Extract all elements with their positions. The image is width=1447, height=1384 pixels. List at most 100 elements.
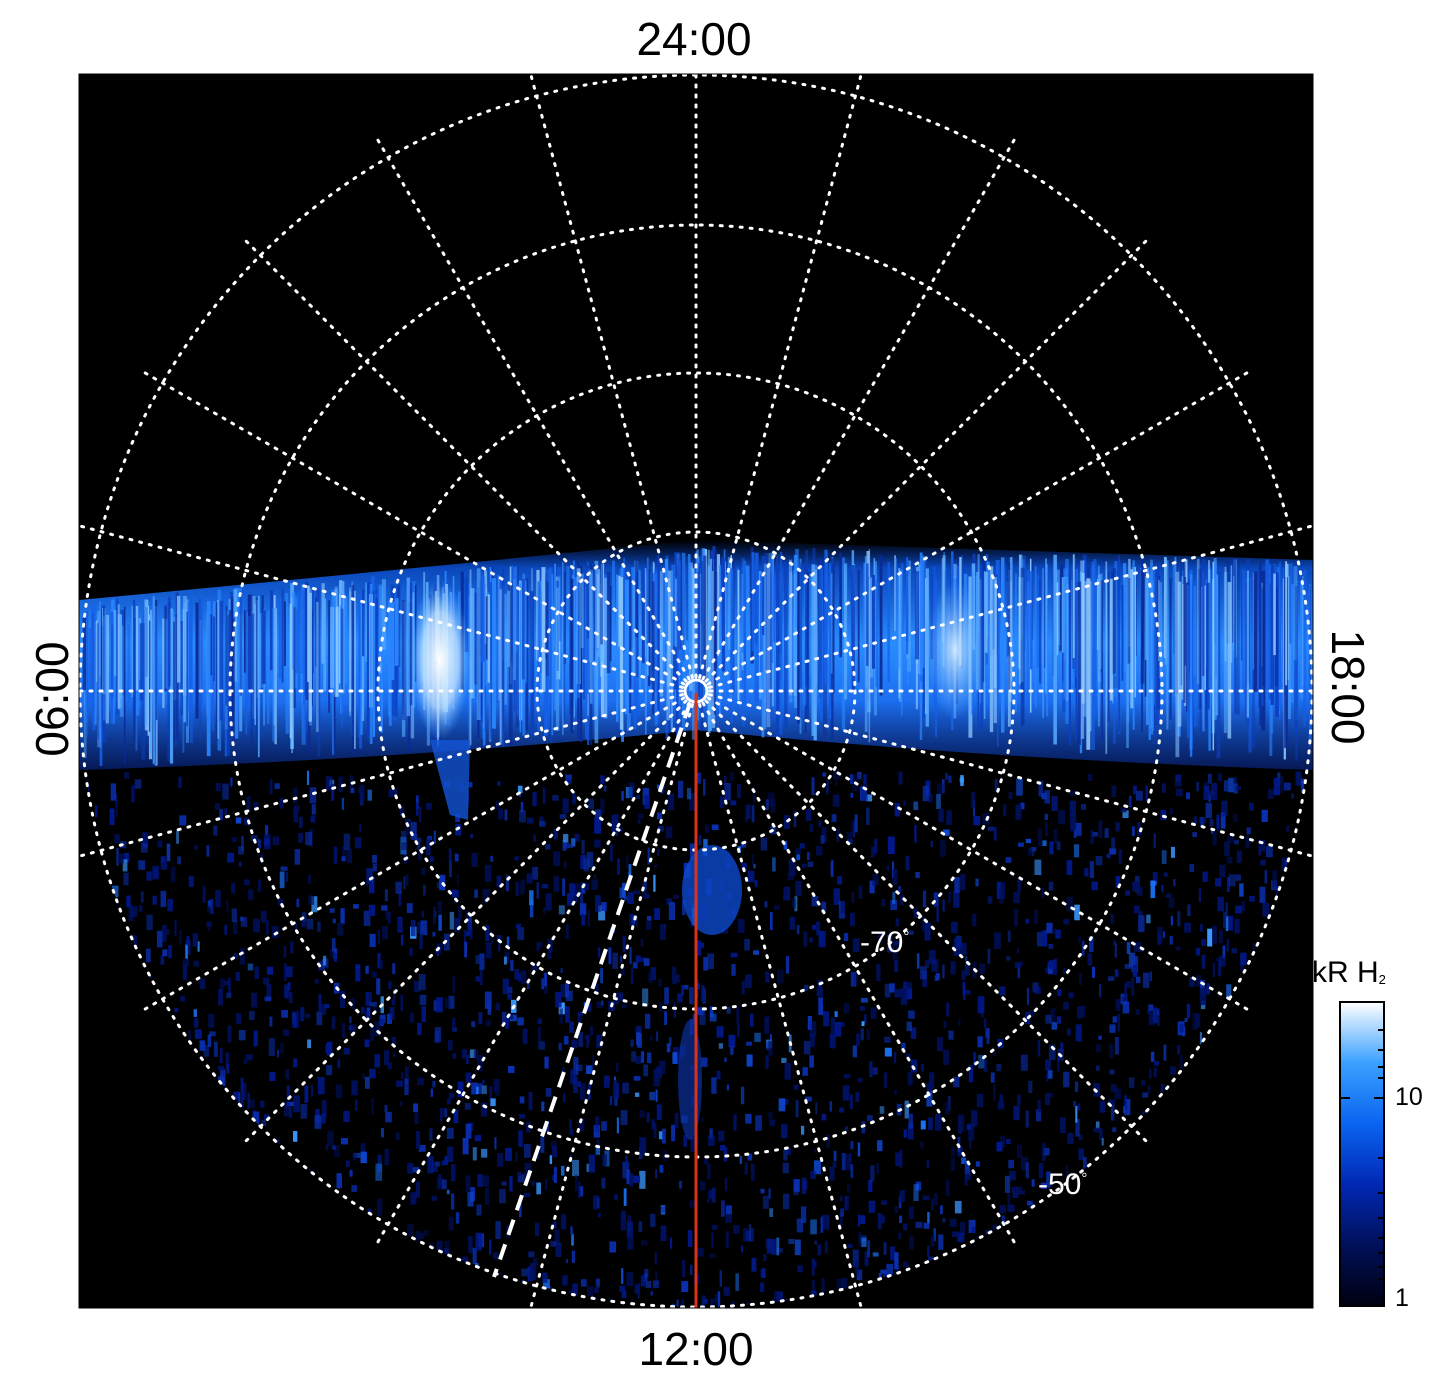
colorbar-ticks	[1340, 1029, 1384, 1280]
noise-pixel	[227, 977, 231, 994]
noise-pixel	[371, 971, 377, 978]
colorbar-title-subscript: 2	[1378, 972, 1386, 987]
noise-pixel	[1083, 1157, 1087, 1170]
noise-pixel	[558, 1042, 562, 1051]
band-streak	[281, 588, 284, 683]
noise-pixel	[751, 1257, 757, 1272]
noise-pixel	[832, 794, 840, 807]
noise-pixel	[895, 1266, 901, 1276]
noise-pixel	[681, 985, 684, 996]
noise-pixel	[836, 829, 840, 842]
band-streak	[516, 583, 519, 716]
band-streak	[297, 590, 300, 692]
noise-pixel	[587, 1286, 594, 1297]
noise-pixel	[283, 963, 287, 981]
noise-pixel	[416, 802, 419, 816]
noise-pixel	[682, 899, 686, 916]
noise-pixel	[1015, 804, 1022, 820]
noise-pixel	[922, 1195, 930, 1201]
band-streak	[1216, 572, 1221, 759]
noise-pixel	[902, 1261, 909, 1268]
noise-pixel	[805, 1096, 812, 1102]
noise-pixel	[193, 960, 199, 967]
noise-pixel	[720, 1200, 725, 1217]
noise-pixel	[1165, 893, 1172, 898]
noise-pixel	[418, 974, 426, 991]
band-streak	[922, 555, 925, 668]
meridian-gridline	[701, 135, 1018, 681]
noise-pixel	[433, 830, 436, 844]
noise-pixel	[855, 1091, 860, 1102]
noise-pixel	[505, 875, 510, 892]
noise-pixel	[1011, 1187, 1015, 1193]
noise-pixel	[751, 854, 754, 866]
band-streak	[788, 559, 793, 696]
noise-pixel	[905, 982, 913, 990]
noise-pixel	[846, 831, 853, 842]
noise-pixel	[1209, 818, 1214, 827]
noise-pixel	[668, 902, 676, 920]
noise-pixel	[230, 777, 233, 786]
noise-pixel	[936, 794, 941, 809]
band-streak	[515, 566, 519, 728]
noise-pixel	[487, 998, 492, 1013]
noise-pixel	[725, 1231, 729, 1249]
band-streak	[390, 601, 395, 680]
band-streak	[123, 606, 126, 764]
noise-pixel	[354, 837, 362, 849]
noise-pixel	[446, 1127, 454, 1139]
noise-pixel	[448, 1092, 455, 1099]
noise-pixel	[908, 1010, 915, 1019]
noise-pixel	[594, 816, 602, 834]
noise-pixel	[1124, 983, 1127, 1001]
band-streak	[989, 566, 994, 733]
noise-pixel	[1150, 880, 1156, 899]
noise-pixel	[894, 1051, 897, 1064]
noise-pixel	[341, 846, 347, 863]
noise-pixel	[451, 889, 459, 898]
noise-pixel	[436, 1240, 443, 1256]
noise-pixel	[1075, 1024, 1082, 1042]
noise-pixel	[1108, 976, 1115, 981]
noise-pixel	[880, 1269, 887, 1274]
noise-pixel	[520, 970, 527, 985]
noise-pixel	[496, 1153, 504, 1167]
noise-pixel	[467, 921, 472, 936]
noise-pixel	[628, 782, 635, 799]
band-streak	[283, 601, 286, 667]
noise-pixel	[1069, 790, 1077, 796]
noise-pixel	[114, 834, 120, 844]
noise-pixel	[494, 1137, 497, 1150]
noise-pixel	[1226, 876, 1231, 892]
noise-pixel	[1199, 923, 1203, 932]
noise-pixel	[446, 1189, 450, 1195]
noise-pixel	[1281, 857, 1288, 871]
noise-pixel	[444, 998, 451, 1008]
band-streak	[1202, 558, 1206, 677]
noise-pixel	[944, 1101, 951, 1115]
noise-pixel	[131, 935, 138, 950]
noise-pixel	[484, 1187, 490, 1205]
band-streak	[1282, 578, 1285, 693]
band-streak	[811, 564, 816, 736]
noise-pixel	[283, 945, 287, 958]
noise-pixel	[817, 1244, 822, 1256]
noise-pixel	[178, 776, 182, 789]
noise-pixel	[1092, 831, 1098, 837]
noise-pixel	[145, 948, 151, 963]
noise-pixel	[1025, 1162, 1030, 1179]
noise-pixel	[174, 919, 177, 937]
band-streak	[332, 593, 337, 691]
noise-pixel	[1067, 1132, 1074, 1145]
noise-pixel	[583, 882, 590, 891]
noise-pixel	[238, 1030, 246, 1041]
noise-pixel	[950, 921, 958, 934]
noise-pixel	[993, 932, 1001, 950]
noise-pixel	[587, 1003, 592, 1012]
noise-pixel	[820, 835, 825, 844]
band-streak	[1230, 565, 1233, 663]
noise-pixel	[1037, 1099, 1041, 1113]
noise-pixel	[410, 920, 416, 937]
noise-pixel	[600, 968, 604, 984]
noise-pixel	[744, 1162, 748, 1175]
